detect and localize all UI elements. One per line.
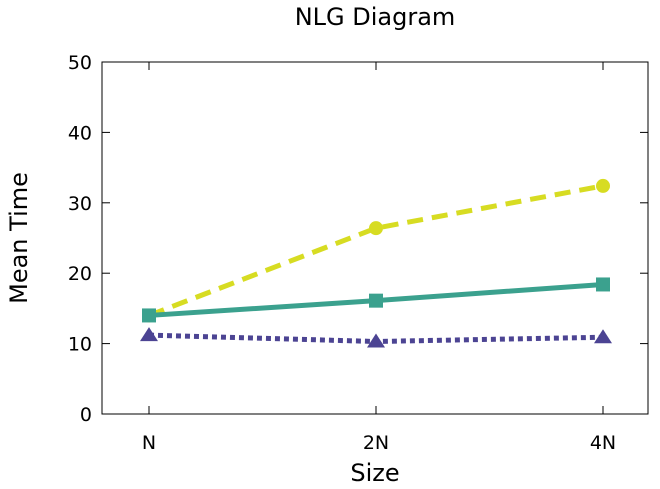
plot-frame bbox=[101, 61, 649, 415]
series-2-point-1 bbox=[142, 308, 156, 323]
y-axis-ticks: 0 10 20 30 40 50 bbox=[68, 52, 648, 426]
x-axis-label: Size bbox=[350, 459, 399, 487]
chart-title: NLG Diagram bbox=[295, 3, 456, 31]
series-3 bbox=[140, 327, 612, 348]
y-tick-label: 50 bbox=[68, 52, 92, 74]
series-1-point-3 bbox=[596, 178, 610, 193]
series-3-point-1 bbox=[140, 327, 158, 342]
series-layer bbox=[140, 178, 612, 348]
series-2-point-2 bbox=[369, 293, 383, 308]
y-tick-label: 30 bbox=[68, 193, 92, 215]
series-1-point-2 bbox=[369, 221, 383, 236]
series-1-line bbox=[148, 183, 604, 318]
y-axis-label: Mean Time bbox=[5, 172, 33, 304]
x-tick-label: 4N bbox=[590, 432, 616, 454]
y-tick-label: 20 bbox=[68, 263, 92, 285]
y-tick-label: 10 bbox=[68, 334, 92, 356]
series-3-point-2 bbox=[367, 333, 385, 348]
y-tick-label: 40 bbox=[68, 122, 92, 144]
y-tick-label: 0 bbox=[80, 404, 92, 426]
x-tick-label: 2N bbox=[363, 432, 389, 454]
x-tick-label: N bbox=[142, 432, 156, 454]
series-3-point-3 bbox=[594, 329, 612, 344]
x-axis-ticks: N 2N 4N bbox=[142, 62, 616, 454]
series-2-point-3 bbox=[596, 277, 610, 292]
series-2 bbox=[142, 277, 610, 323]
